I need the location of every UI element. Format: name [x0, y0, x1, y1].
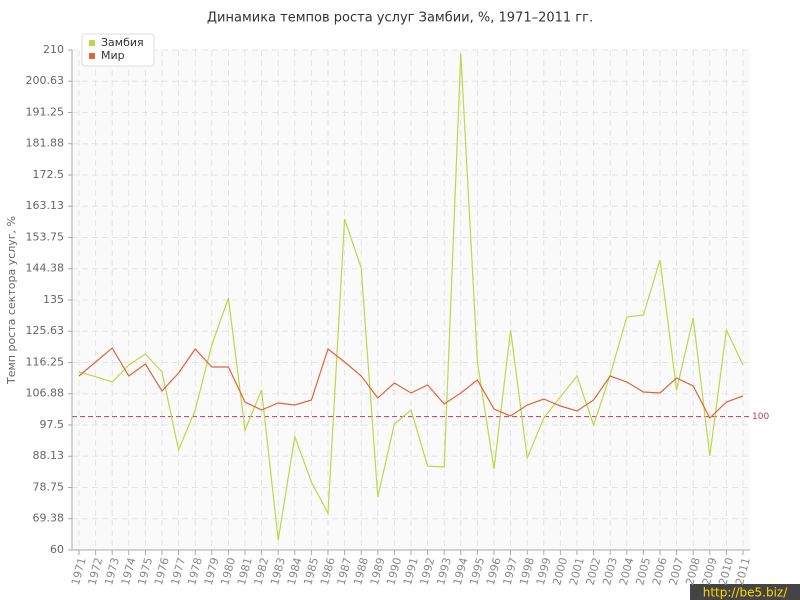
series-line: [78, 53, 744, 541]
legend-label: Замбия: [101, 36, 144, 49]
y-tick-label: 69.38: [33, 512, 65, 525]
y-tick-label: 78.75: [33, 481, 65, 494]
y-tick-label: 135: [43, 293, 64, 306]
y-tick-label: 210: [43, 43, 64, 56]
legend-label: Мир: [101, 49, 125, 62]
y-tick-label: 144.38: [26, 262, 65, 275]
legend-box: [81, 33, 155, 67]
y-tick-label: 60: [50, 543, 64, 556]
legend-swatch: [89, 40, 95, 46]
grid: [72, 49, 750, 551]
y-tick-label: 172.5: [33, 168, 65, 181]
chart-title: Динамика темпов роста услуг Замбии, %, 1…: [207, 11, 593, 26]
y-tick-label: 125.63: [26, 324, 65, 337]
plot: [78, 53, 744, 541]
watermark-bg: [690, 584, 800, 600]
x-tick-label: 2011: [733, 556, 753, 586]
series-line: [78, 347, 744, 419]
y-tick-label: 153.75: [26, 231, 65, 244]
y-tick-label: 191.25: [26, 106, 65, 119]
y-tick-label: 116.25: [26, 356, 65, 369]
y-tick-label: 163.13: [26, 199, 65, 212]
y-tick-label: 181.88: [26, 137, 65, 150]
y-tick-label: 106.88: [26, 387, 65, 400]
reference-label: 100: [752, 412, 769, 422]
y-axis-label: Темп роста сектора услуг, %: [5, 216, 18, 385]
y-tick-label: 88.13: [33, 449, 65, 462]
watermark: http://be5.biz/: [703, 586, 788, 600]
y-tick-label: 200.63: [26, 74, 65, 87]
legend-swatch: [89, 53, 95, 59]
y-tick-label: 97.5: [40, 418, 65, 431]
